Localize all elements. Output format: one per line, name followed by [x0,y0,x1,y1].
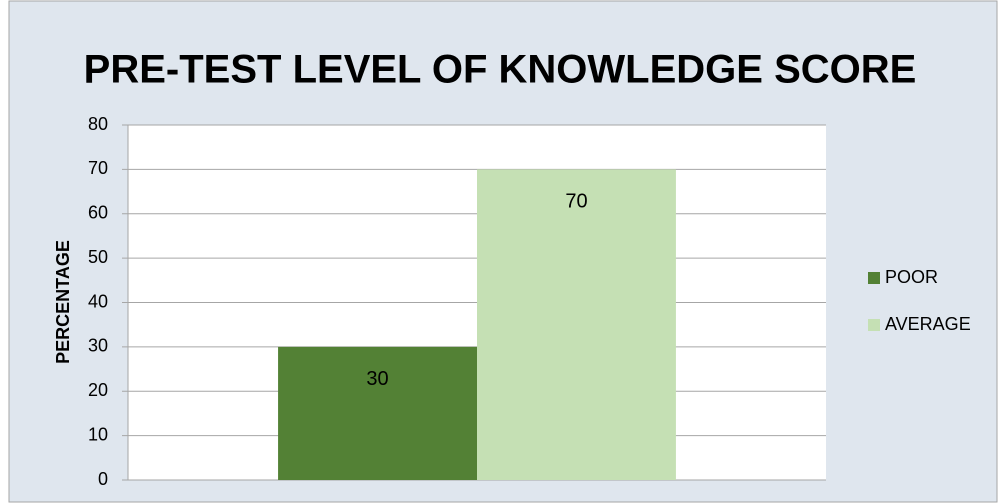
y-tick-label: 60 [88,203,108,223]
bar [477,169,676,480]
y-tick-label: 20 [88,380,108,400]
legend-swatch [868,319,880,331]
chart-title: PRE-TEST LEVEL OF KNOWLEDGE SCORE [84,48,917,92]
y-tick-label: 70 [88,158,108,178]
data-label: 30 [366,368,388,390]
y-tick-label: 10 [88,424,108,444]
y-tick-label: 30 [88,336,108,356]
bar [278,346,477,480]
y-tick-label: 50 [88,247,108,267]
legend-label: AVERAGE [885,314,971,334]
legend-swatch [868,272,880,284]
data-label: 70 [565,191,587,213]
legend-label: POOR [885,267,938,287]
y-tick-label: 80 [88,114,108,134]
y-tick-label: 40 [88,291,108,311]
y-tick-label: 0 [98,469,108,489]
y-axis-label: PERCENTAGE [53,240,73,364]
